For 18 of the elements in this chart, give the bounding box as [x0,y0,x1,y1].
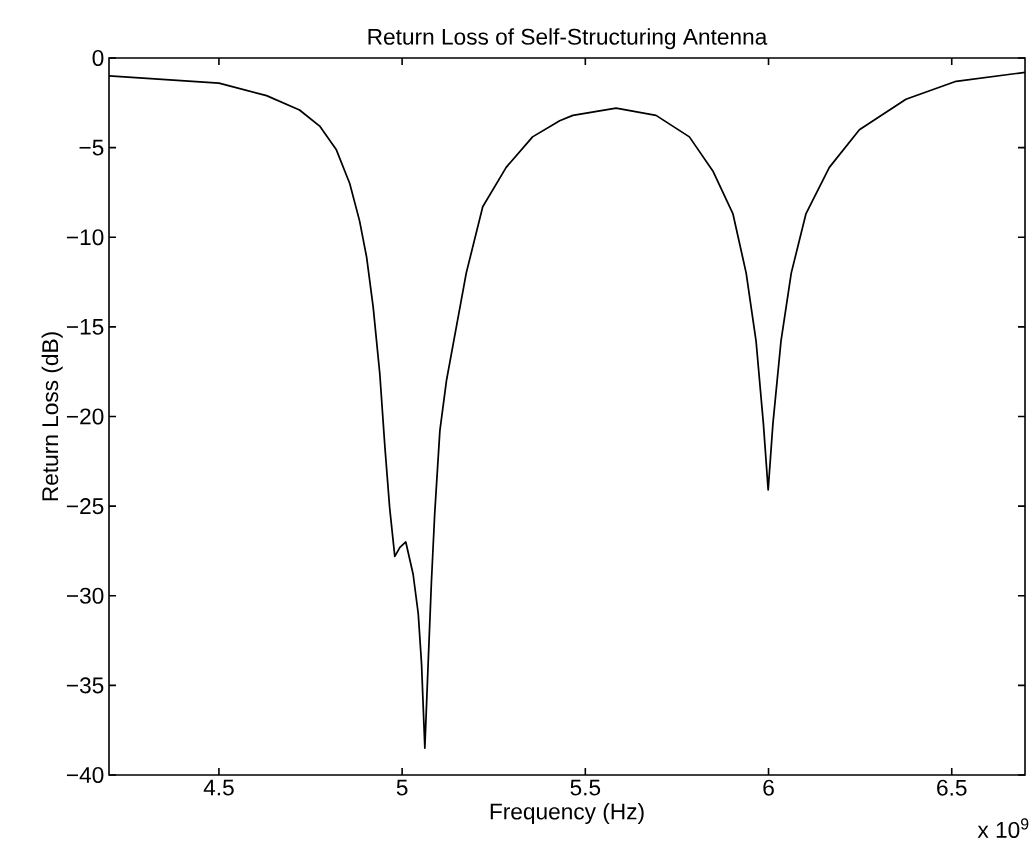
x-tick-label: 5.5 [570,779,601,796]
x-axis-title: Frequency (Hz) [490,802,644,825]
x-tick-label: 6.5 [937,779,967,796]
y-tick-label: −35 [66,677,104,694]
y-tick-label: −30 [66,587,104,604]
x-tick-label: 6 [763,779,774,796]
y-tick-label: −5 [79,139,104,156]
y-tick-label: −10 [66,229,104,246]
y-tick-label: 0 [92,49,104,67]
y-tick-label: −15 [66,318,104,335]
x-tick-label: 4.5 [203,779,234,796]
x-tick-label: 5 [396,779,408,796]
y-axis-title: Return Loss (dB) [41,332,63,501]
y-tick-label: −20 [66,408,104,425]
chart-title: Return Loss of Self-Structuring Antenna [368,28,768,50]
text: x 10$^{9}$ [977,818,1029,838]
y-tick-label: −25 [66,498,104,515]
y-tick-label: −40 [66,766,104,784]
